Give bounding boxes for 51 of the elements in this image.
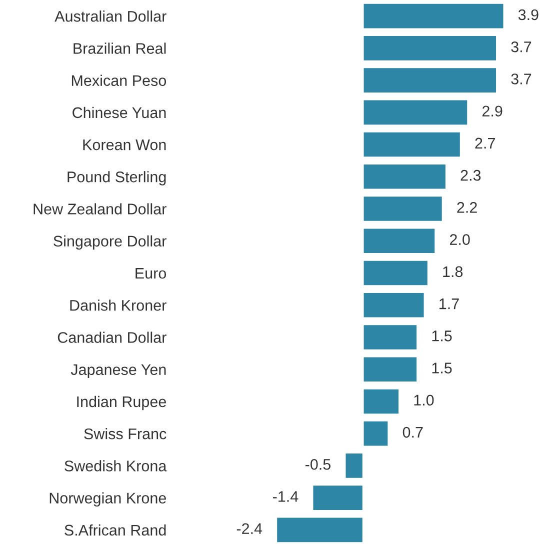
bar (362, 324, 418, 351)
data-label: 2.7 (475, 138, 495, 148)
y-tick-label: Pound Sterling (68, 171, 166, 186)
data-label: 2.0 (450, 234, 470, 245)
y-tick-label: Brazilian Real (74, 42, 166, 54)
bar (362, 292, 426, 319)
data-label: -2.4 (236, 523, 262, 534)
data-label: 3.7 (511, 74, 532, 84)
data-label: -1.4 (272, 491, 298, 502)
bar (312, 484, 364, 512)
data-label: 2.2 (457, 202, 477, 213)
data-label: 1.7 (440, 298, 459, 310)
y-tick-label: S.African Rand (64, 524, 166, 536)
bar (362, 2, 505, 30)
bar (362, 163, 447, 190)
bar (362, 420, 390, 448)
y-tick-label: Mexican Peso (72, 74, 166, 86)
y-tick-label: Danish Kroner (70, 300, 166, 311)
bar (362, 259, 429, 287)
bar (362, 34, 498, 62)
y-tick-label: Euro (136, 268, 166, 279)
y-tick-label: Norwegian Krone (50, 492, 166, 507)
y-tick-label: Canadian Dollar (58, 332, 166, 343)
y-tick-label: New Zealand Dollar (34, 203, 166, 214)
y-tick-label: Swedish Krona (64, 460, 167, 472)
data-label: 1.8 (443, 266, 463, 278)
data-label: 1.0 (414, 394, 434, 406)
y-tick-label: Singapore Dollar (54, 235, 166, 250)
data-label: 0.7 (402, 426, 423, 438)
y-tick-label: Swiss Franc (84, 428, 166, 440)
data-label: 2.9 (482, 106, 502, 117)
bar (276, 516, 364, 544)
y-tick-label: Chinese Yuan (72, 106, 166, 118)
bar (362, 356, 418, 383)
bar (362, 130, 462, 158)
y-tick-label: Korean Won (83, 140, 166, 150)
y-tick-label: Australian Dollar (54, 10, 166, 22)
bar (362, 66, 498, 94)
y-tick-label: Japanese Yen (70, 364, 166, 378)
data-label: -0.5 (305, 458, 330, 470)
bar (344, 452, 364, 480)
data-label: 3.9 (518, 9, 538, 20)
data-label: 3.7 (511, 41, 532, 52)
bar (362, 227, 436, 254)
y-tick-label: Indian Rupee (77, 396, 166, 410)
bar (362, 388, 400, 416)
data-label: 1.5 (432, 362, 452, 374)
data-label: 2.3 (460, 170, 481, 181)
bar (362, 98, 469, 126)
data-label: 1.5 (432, 330, 452, 342)
bar (362, 195, 444, 222)
